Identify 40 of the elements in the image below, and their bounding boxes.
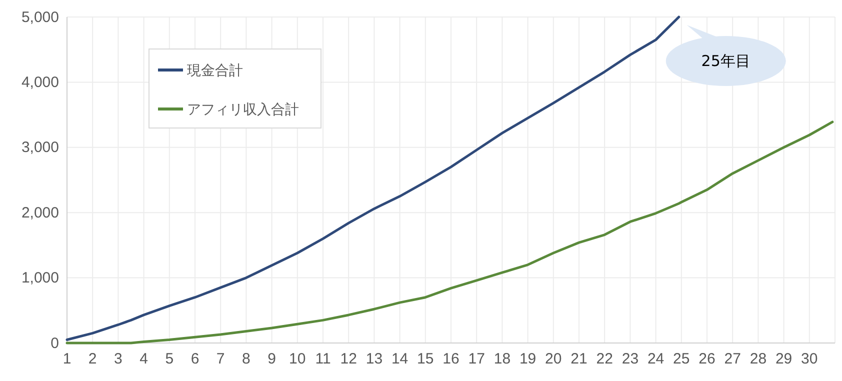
- x-tick-label: 23: [622, 350, 639, 368]
- y-tick-label: 0: [50, 334, 59, 352]
- x-tick-label: 11: [315, 350, 331, 368]
- x-tick-label: 9: [268, 350, 276, 368]
- annotation: 25年目: [701, 52, 750, 70]
- y-tick-label: 2,000: [21, 204, 59, 222]
- legend-label: アフィリ収入合計: [187, 102, 299, 118]
- x-tick-label: 8: [242, 350, 250, 368]
- y-tick-label: 4,000: [21, 74, 59, 91]
- x-tick-label: 13: [366, 350, 383, 368]
- x-tick-label: 25: [673, 350, 690, 368]
- x-tick-label: 17: [468, 350, 485, 368]
- line-series: [66, 16, 680, 341]
- x-tick-label: 20: [545, 350, 562, 368]
- x-tick-label: 22: [596, 350, 613, 368]
- x-tick-label: 4: [140, 350, 148, 368]
- x-tick-label: 21: [570, 350, 588, 368]
- x-tick-label: 16: [442, 350, 460, 368]
- x-tick-label: 30: [801, 350, 818, 368]
- y-tick-label: 3,000: [21, 139, 59, 156]
- x-tick-label: 15: [417, 350, 434, 368]
- x-tick-label: 26: [698, 350, 716, 368]
- x-tick-label: 10: [289, 350, 306, 368]
- x-tick-label: 6: [190, 350, 200, 368]
- x-tick-label: 12: [340, 350, 357, 368]
- y-tick-label: 5,000: [21, 8, 59, 26]
- x-tick-label: 3: [114, 350, 122, 368]
- x-tick-label: 28: [750, 350, 767, 368]
- x-tick-label: 14: [391, 350, 408, 368]
- x-tick-label: 19: [519, 350, 536, 368]
- x-tick-label: 7: [216, 350, 225, 368]
- x-tick-label: 24: [647, 350, 664, 368]
- x-tick-label: 29: [775, 350, 792, 368]
- x-tick-label: 5: [165, 350, 174, 368]
- x-tick-label: 1: [62, 350, 72, 368]
- legend-label: 現金合計: [187, 63, 243, 79]
- x-tick-label: 2: [88, 350, 97, 368]
- x-tick-label: 18: [494, 350, 511, 368]
- x-tick-label: 27: [724, 350, 741, 368]
- y-tick-label: 1,000: [21, 270, 59, 287]
